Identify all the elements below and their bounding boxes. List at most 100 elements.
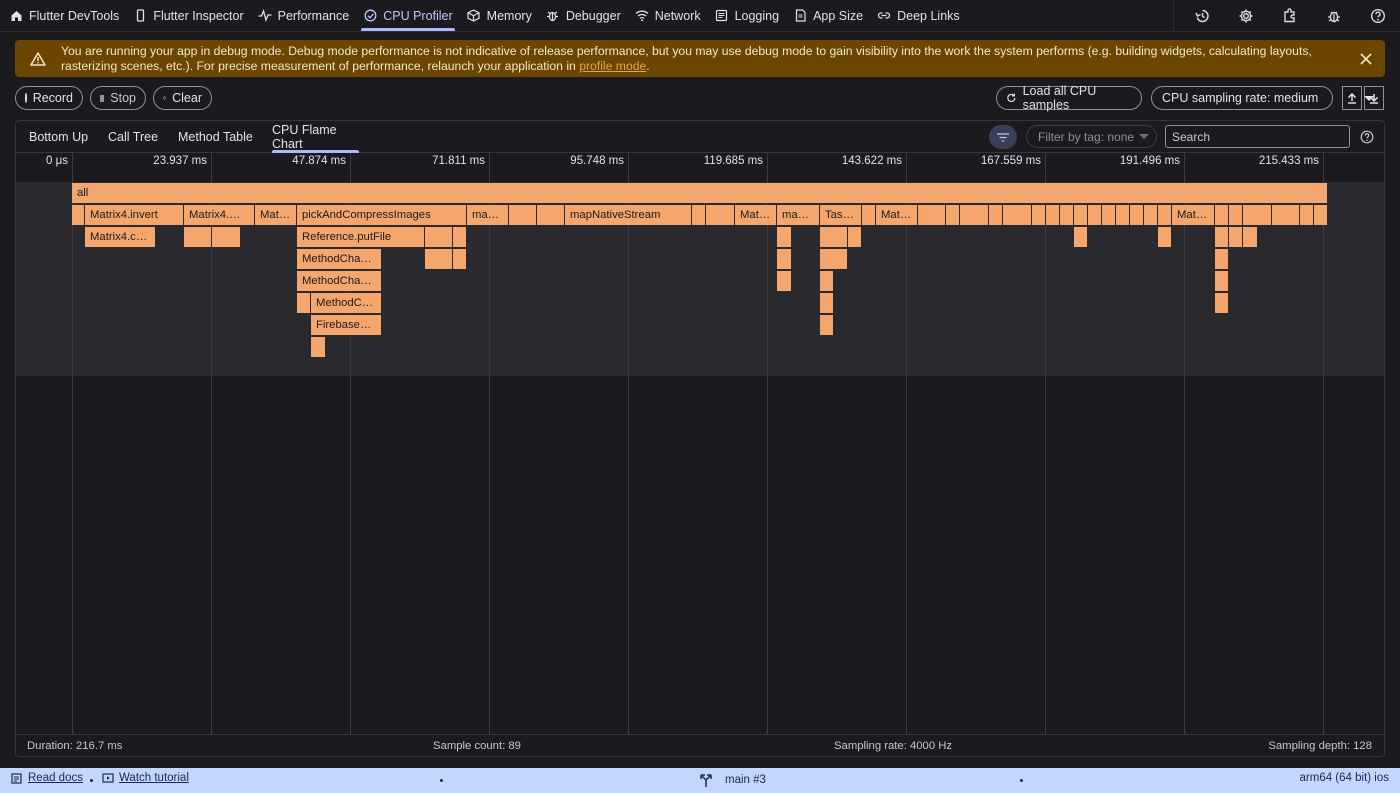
- flame-node[interactable]: [1215, 249, 1229, 269]
- tab-method-table[interactable]: Method Table: [178, 130, 253, 144]
- tab-deep-links[interactable]: Deep Links: [870, 0, 967, 31]
- flame-node[interactable]: [1032, 205, 1046, 225]
- clear-button[interactable]: Clear: [153, 86, 212, 110]
- flame-node[interactable]: [212, 227, 241, 247]
- stop-button[interactable]: Stop: [90, 86, 146, 110]
- flame-node[interactable]: [453, 227, 467, 247]
- flame-node-matrix-invert[interactable]: Matrix4.invert: [85, 205, 184, 225]
- flame-node[interactable]: [1243, 205, 1272, 225]
- flame-node[interactable]: [1243, 227, 1258, 247]
- flame-node[interactable]: [1102, 205, 1116, 225]
- flame-node-matrix-c[interactable]: Matrix4.c…: [85, 227, 156, 247]
- help-icon[interactable]: [1360, 130, 1374, 144]
- flame-node[interactable]: [706, 205, 735, 225]
- tab-network[interactable]: Network: [628, 0, 708, 31]
- flame-node[interactable]: [820, 315, 834, 335]
- flame-node[interactable]: [537, 205, 565, 225]
- load-all-samples-button[interactable]: Load all CPU samples: [996, 84, 1142, 112]
- flame-node[interactable]: [820, 227, 848, 247]
- tab-bottom-up[interactable]: Bottom Up: [29, 130, 89, 144]
- flame-node[interactable]: [1144, 205, 1158, 225]
- flame-node-firebase[interactable]: Firebase…: [311, 315, 382, 335]
- flame-node-tas[interactable]: Tas…: [820, 205, 862, 225]
- flame-node-matrix[interactable]: Matrix4.…: [184, 205, 255, 225]
- flame-node[interactable]: [297, 293, 311, 313]
- flame-node[interactable]: [425, 227, 453, 247]
- flame-node-mat[interactable]: Mat…: [876, 205, 918, 225]
- flame-node-ma[interactable]: ma…: [467, 205, 509, 225]
- flame-node-all[interactable]: all: [72, 183, 1328, 203]
- flame-node[interactable]: [1130, 205, 1144, 225]
- export-icon[interactable]: [1342, 86, 1362, 110]
- flame-node[interactable]: [453, 249, 467, 269]
- flame-node[interactable]: [1215, 293, 1229, 313]
- tab-memory[interactable]: Memory: [460, 0, 539, 31]
- tab-cpu-flame-chart[interactable]: CPU Flame Chart: [272, 121, 359, 153]
- tab-cpu-profiler[interactable]: CPU Profiler: [356, 0, 459, 31]
- flame-node[interactable]: [989, 205, 1003, 225]
- flame-node-method-channel[interactable]: MethodCha…: [297, 271, 382, 291]
- tab-logging[interactable]: Logging: [708, 0, 787, 31]
- flame-node[interactable]: [820, 249, 848, 269]
- flame-node[interactable]: [960, 205, 989, 225]
- flame-node[interactable]: [1300, 205, 1314, 225]
- flame-node-map-native-stream[interactable]: mapNativeStream: [565, 205, 692, 225]
- flame-node[interactable]: [1229, 205, 1243, 225]
- help-icon[interactable]: [1356, 0, 1400, 32]
- debug-icon[interactable]: [1312, 0, 1356, 32]
- flame-node[interactable]: [425, 249, 453, 269]
- flame-node[interactable]: [1046, 205, 1060, 225]
- flame-node[interactable]: [918, 205, 946, 225]
- tab-debugger[interactable]: Debugger: [539, 0, 628, 31]
- flame-node[interactable]: [1158, 227, 1172, 247]
- flame-node[interactable]: [1215, 271, 1229, 291]
- flame-node[interactable]: [1215, 227, 1229, 247]
- flame-node-mat[interactable]: Mat…: [255, 205, 297, 225]
- tab-performance[interactable]: Performance: [251, 0, 357, 31]
- read-docs-link[interactable]: Read docs: [28, 772, 83, 784]
- flame-node[interactable]: [1272, 205, 1300, 225]
- flame-node[interactable]: [184, 227, 212, 247]
- flame-node[interactable]: [777, 227, 792, 247]
- flame-node[interactable]: [1215, 205, 1229, 225]
- flame-node[interactable]: [862, 205, 876, 225]
- flame-node-mat[interactable]: Mat…: [1172, 205, 1215, 225]
- flame-node[interactable]: [777, 249, 792, 269]
- tab-flutter-inspector[interactable]: Flutter Inspector: [126, 0, 250, 31]
- sampling-rate-dropdown[interactable]: CPU sampling rate: medium: [1151, 86, 1374, 110]
- flame-node[interactable]: [1060, 205, 1074, 225]
- flame-node-method-c[interactable]: MethodC…: [311, 293, 382, 313]
- flame-node[interactable]: [1074, 205, 1088, 225]
- flame-node[interactable]: [1314, 205, 1328, 225]
- extensions-icon[interactable]: [1268, 0, 1312, 32]
- flame-node[interactable]: [1088, 205, 1102, 225]
- flame-node[interactable]: [1003, 205, 1032, 225]
- watch-tutorial-link[interactable]: Watch tutorial: [119, 772, 189, 784]
- search-input[interactable]: [1165, 125, 1350, 148]
- flame-node[interactable]: [820, 271, 834, 291]
- profile-mode-link[interactable]: profile mode: [579, 58, 647, 73]
- flame-node[interactable]: [820, 293, 834, 313]
- flame-node-reference-put-file[interactable]: Reference.putFile: [297, 227, 425, 247]
- flame-node[interactable]: [848, 227, 862, 247]
- close-icon[interactable]: [1357, 50, 1375, 68]
- flame-node[interactable]: [1158, 205, 1172, 225]
- isolate-selector[interactable]: main #3: [698, 772, 766, 788]
- flame-node[interactable]: [1229, 227, 1243, 247]
- settings-icon[interactable]: [1224, 0, 1268, 32]
- tag-filter-dropdown[interactable]: Filter by tag: none: [1026, 125, 1157, 148]
- flame-node-ma[interactable]: ma…: [777, 205, 820, 225]
- flame-node-pick-and-compress-images[interactable]: pickAndCompressImages: [297, 205, 467, 225]
- flame-node-mat[interactable]: Mat…: [735, 205, 777, 225]
- flame-node[interactable]: [946, 205, 960, 225]
- filter-icon[interactable]: [989, 125, 1017, 149]
- tab-app-size[interactable]: App Size: [786, 0, 870, 31]
- flame-node-method-channel[interactable]: MethodCha…: [297, 249, 382, 269]
- flame-node[interactable]: [72, 205, 85, 225]
- flame-node[interactable]: [1074, 227, 1088, 247]
- flame-node[interactable]: [692, 205, 706, 225]
- history-icon[interactable]: [1180, 0, 1224, 32]
- record-button[interactable]: Record: [15, 86, 83, 110]
- flame-node[interactable]: [1116, 205, 1130, 225]
- tab-flutter-devtools[interactable]: Flutter DevTools: [2, 0, 126, 31]
